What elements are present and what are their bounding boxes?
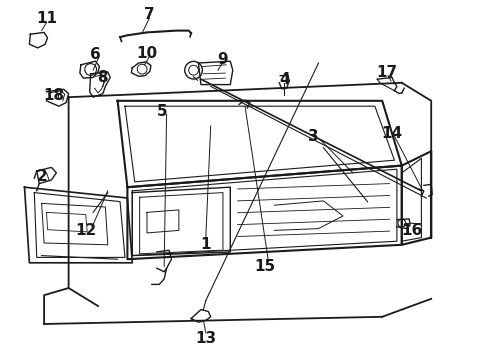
Text: 3: 3 <box>308 129 319 144</box>
Text: 9: 9 <box>218 52 228 67</box>
Text: 13: 13 <box>195 331 217 346</box>
Text: 5: 5 <box>156 104 167 119</box>
Text: 8: 8 <box>98 70 108 85</box>
Text: 11: 11 <box>36 11 57 26</box>
Text: 6: 6 <box>90 46 101 62</box>
Text: 7: 7 <box>144 7 155 22</box>
Text: 2: 2 <box>36 169 47 184</box>
Text: 4: 4 <box>279 72 290 87</box>
Text: 15: 15 <box>254 259 275 274</box>
Text: 1: 1 <box>200 237 211 252</box>
Text: 16: 16 <box>401 223 422 238</box>
Text: 10: 10 <box>136 46 158 61</box>
Text: 14: 14 <box>381 126 403 141</box>
Text: 12: 12 <box>75 223 97 238</box>
Text: 18: 18 <box>43 88 65 103</box>
Text: 17: 17 <box>376 64 398 80</box>
